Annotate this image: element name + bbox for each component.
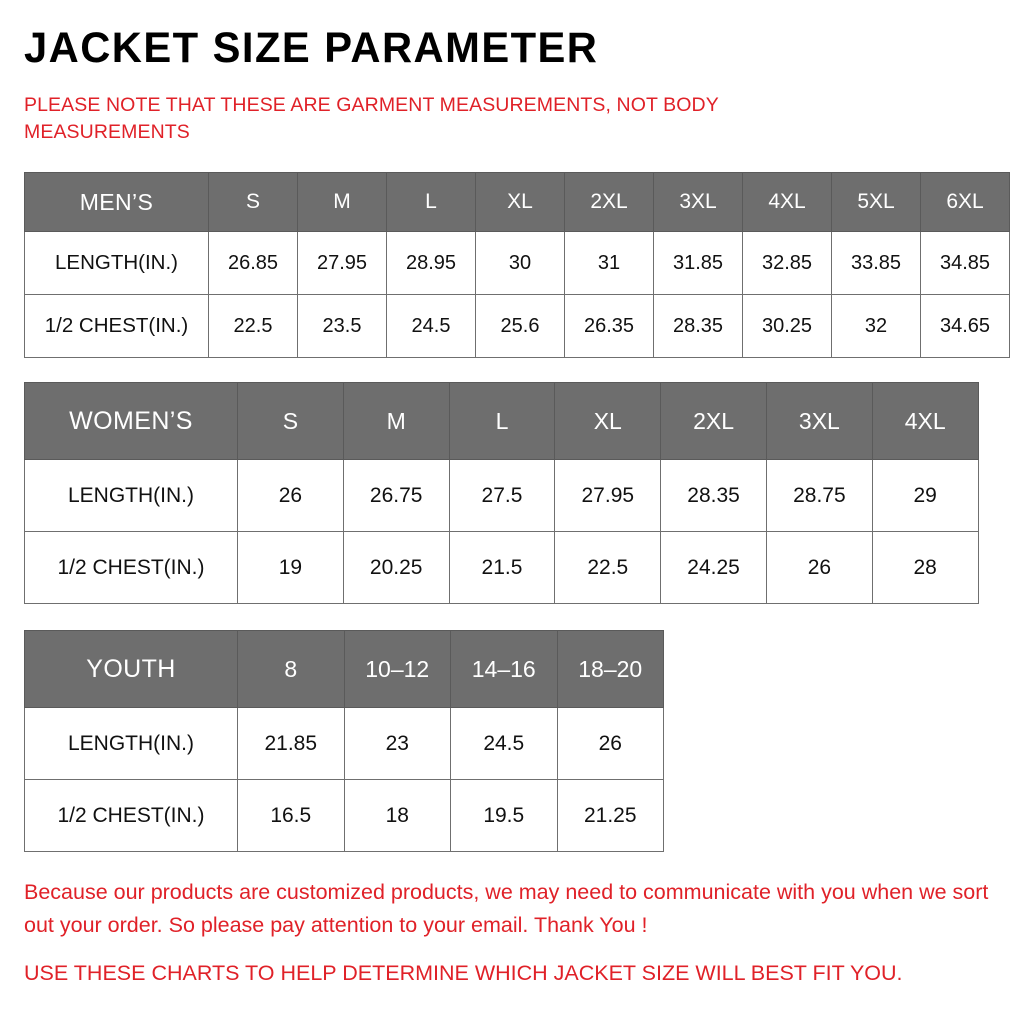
youth-length-value: 23	[343, 707, 451, 780]
mens-size-header: 5XL	[831, 172, 921, 232]
youth-length-value: 21.85	[237, 707, 345, 780]
table-row: LENGTH(IN.) 26.85 27.95 28.95 30 31 31.8…	[24, 231, 1010, 295]
mens-size-header: 6XL	[920, 172, 1010, 232]
womens-length-value: 29	[871, 459, 979, 532]
mens-size-table: MEN’S S M L XL 2XL 3XL 4XL 5XL 6XL LENGT…	[24, 172, 1010, 358]
youth-chest-value: 18	[343, 779, 451, 852]
womens-length-value: 26.75	[342, 459, 450, 532]
mens-length-value: 28.95	[386, 231, 476, 295]
table-row: 1/2 CHEST(IN.) 19 20.25 21.5 22.5 24.25 …	[24, 531, 979, 604]
youth-corner-label: YOUTH	[24, 630, 238, 708]
womens-size-header: S	[237, 382, 344, 460]
youth-size-table: YOUTH 8 10–12 14–16 18–20 LENGTH(IN.) 21…	[24, 630, 664, 852]
mens-size-header: S	[208, 172, 298, 232]
womens-row-label: 1/2 CHEST(IN.)	[24, 531, 238, 604]
mens-corner-label: MEN’S	[24, 172, 209, 232]
table-row: LENGTH(IN.) 26 26.75 27.5 27.95 28.35 28…	[24, 459, 979, 532]
youth-size-header: 8	[237, 630, 345, 708]
womens-size-header: L	[448, 382, 556, 460]
measurement-disclaimer: PLEASE NOTE THAT THESE ARE GARMENT MEASU…	[24, 94, 719, 143]
youth-size-header: 18–20	[556, 630, 664, 708]
mens-length-value: 32.85	[742, 231, 832, 295]
womens-chest-value: 20.25	[342, 531, 450, 604]
womens-length-value: 27.95	[554, 459, 662, 532]
womens-header-row: WOMEN’S S M L XL 2XL 3XL 4XL	[24, 382, 979, 460]
mens-length-value: 26.85	[208, 231, 298, 295]
table-row: 1/2 CHEST(IN.) 16.5 18 19.5 21.25	[24, 779, 664, 852]
womens-chest-value: 21.5	[448, 531, 556, 604]
mens-chest-value: 26.35	[564, 294, 654, 358]
table-row: 1/2 CHEST(IN.) 22.5 23.5 24.5 25.6 26.35…	[24, 294, 1010, 358]
mens-row-label: 1/2 CHEST(IN.)	[24, 294, 209, 358]
womens-length-value: 28.35	[660, 459, 767, 532]
youth-row-label: 1/2 CHEST(IN.)	[24, 779, 238, 852]
mens-size-header: 2XL	[564, 172, 654, 232]
womens-chest-value: 24.25	[660, 531, 767, 604]
mens-chest-value: 28.35	[653, 294, 743, 358]
womens-chest-value: 26	[765, 531, 873, 604]
mens-length-value: 27.95	[297, 231, 387, 295]
womens-size-table: WOMEN’S S M L XL 2XL 3XL 4XL LENGTH(IN.)…	[24, 382, 979, 604]
mens-chest-value: 32	[831, 294, 921, 358]
youth-chest-value: 16.5	[237, 779, 345, 852]
womens-size-header: XL	[554, 382, 662, 460]
youth-length-value: 24.5	[450, 707, 558, 780]
womens-length-value: 26	[237, 459, 344, 532]
mens-header-row: MEN’S S M L XL 2XL 3XL 4XL 5XL 6XL	[24, 172, 1010, 232]
womens-size-header: 2XL	[660, 382, 767, 460]
mens-chest-value: 24.5	[386, 294, 476, 358]
mens-size-header: M	[297, 172, 387, 232]
mens-table-body: MEN’S S M L XL 2XL 3XL 4XL 5XL 6XL LENGT…	[24, 172, 1010, 358]
mens-size-header: 3XL	[653, 172, 743, 232]
womens-corner-label: WOMEN’S	[24, 382, 238, 460]
mens-length-value: 34.85	[920, 231, 1010, 295]
mens-chest-value: 25.6	[475, 294, 565, 358]
mens-length-value: 33.85	[831, 231, 921, 295]
womens-length-value: 28.75	[765, 459, 873, 532]
chart-usage-note: USE THESE CHARTS TO HELP DETERMINE WHICH…	[24, 961, 903, 985]
mens-size-header: L	[386, 172, 476, 232]
customization-note: Because our products are customized prod…	[24, 880, 989, 937]
mens-size-header: XL	[475, 172, 565, 232]
mens-row-label: LENGTH(IN.)	[24, 231, 209, 295]
youth-size-header: 10–12	[343, 630, 451, 708]
womens-chest-value: 28	[871, 531, 979, 604]
womens-length-value: 27.5	[448, 459, 556, 532]
mens-length-value: 31	[564, 231, 654, 295]
page-title: JACKET SIZE PARAMETER	[24, 24, 599, 72]
mens-chest-value: 22.5	[208, 294, 298, 358]
youth-table-body: YOUTH 8 10–12 14–16 18–20 LENGTH(IN.) 21…	[24, 630, 664, 852]
mens-size-header: 4XL	[742, 172, 832, 232]
womens-table-body: WOMEN’S S M L XL 2XL 3XL 4XL LENGTH(IN.)…	[24, 382, 979, 604]
youth-length-value: 26	[556, 707, 664, 780]
table-row: LENGTH(IN.) 21.85 23 24.5 26	[24, 707, 664, 780]
mens-length-value: 31.85	[653, 231, 743, 295]
womens-size-header: 3XL	[765, 382, 873, 460]
youth-row-label: LENGTH(IN.)	[24, 707, 238, 780]
youth-chest-value: 21.25	[556, 779, 664, 852]
womens-row-label: LENGTH(IN.)	[24, 459, 238, 532]
mens-chest-value: 30.25	[742, 294, 832, 358]
womens-chest-value: 19	[237, 531, 344, 604]
mens-chest-value: 34.65	[920, 294, 1010, 358]
womens-chest-value: 22.5	[554, 531, 662, 604]
mens-length-value: 30	[475, 231, 565, 295]
youth-chest-value: 19.5	[450, 779, 558, 852]
mens-chest-value: 23.5	[297, 294, 387, 358]
womens-size-header: M	[342, 382, 450, 460]
youth-header-row: YOUTH 8 10–12 14–16 18–20	[24, 630, 664, 708]
womens-size-header: 4XL	[871, 382, 979, 460]
youth-size-header: 14–16	[450, 630, 558, 708]
